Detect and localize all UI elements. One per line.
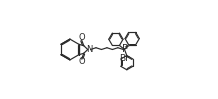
Text: O: O — [78, 57, 85, 66]
Text: P: P — [122, 44, 128, 54]
Text: +: + — [123, 44, 129, 50]
Text: Br: Br — [119, 54, 129, 63]
Text: −: − — [123, 52, 129, 61]
Text: N: N — [86, 45, 92, 54]
Text: O: O — [78, 33, 85, 42]
